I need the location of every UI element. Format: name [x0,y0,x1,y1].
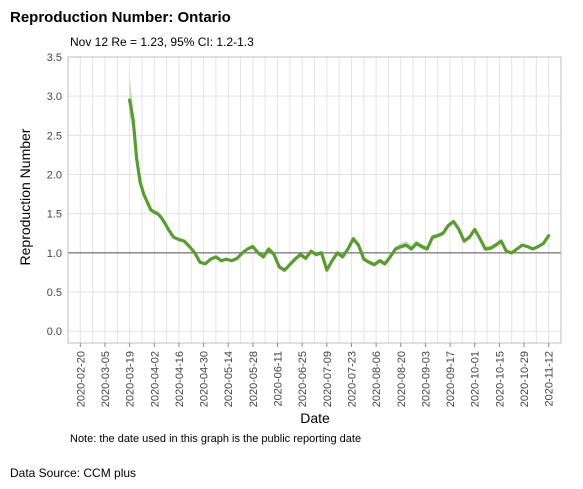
series-line-layer [128,98,551,272]
footnote: Note: the date used in this graph is the… [70,433,362,445]
chart-subtitle: Nov 12 Re = 1.23, 95% CI: 1.2-1.3 [70,35,254,49]
x-tick-label: 2020-09-03 [420,351,432,407]
y-tick-label: 3.0 [47,91,62,103]
y-tick-label: 3.5 [47,52,62,64]
x-tick-label: 2020-10-29 [519,351,531,407]
x-tick-label: 2020-04-16 [174,351,186,407]
y-axis-label: Reproduction Number [17,128,33,265]
x-tick-label: 2020-04-02 [149,351,161,407]
y-tick-label: 2.5 [47,130,62,142]
x-tick-label: 2020-09-17 [445,351,457,407]
x-tick-label: 2020-05-14 [223,351,235,407]
y-tick-label: 2.0 [47,170,62,182]
x-tick-label: 2020-10-15 [494,351,506,407]
x-tick-label: 2020-04-30 [199,351,211,407]
x-tick-label: 2020-07-23 [346,351,358,407]
x-tick-label: 2020-05-28 [248,351,260,407]
x-tick-label: 2020-06-11 [273,351,285,406]
x-tick-label: 2020-06-25 [297,351,309,407]
x-tick-label: 2020-10-01 [470,351,482,407]
x-axis-label: Date [300,410,330,426]
axis-layer: 0.0 0.5 1.0 1.5 2.0 2.5 3.0 3.5 2020-02-20 2020-0… [47,52,562,407]
series-line [128,98,551,272]
data-source: Data Source: CCM plus [10,466,137,480]
x-tick-label: 2020-03-19 [125,351,137,407]
x-tick-label: 2020-07-09 [322,351,334,407]
x-tick-label: 2020-03-05 [100,351,112,407]
grid-layer [68,56,562,343]
x-tick-label: 2020-11-12 [544,351,556,406]
y-tick-label: 1.5 [47,209,62,221]
y-tick-label: 0.0 [47,326,62,338]
x-tick-label: 2020-08-06 [371,351,383,407]
x-tick-label: 2020-02-20 [75,351,87,407]
page-title: Reproduction Number: Ontario [10,9,231,26]
x-tick-label: 2020-08-20 [396,351,408,407]
y-tick-label: 0.5 [47,287,62,299]
plot-frame [67,56,562,344]
y-tick-label: 1.0 [47,248,62,260]
